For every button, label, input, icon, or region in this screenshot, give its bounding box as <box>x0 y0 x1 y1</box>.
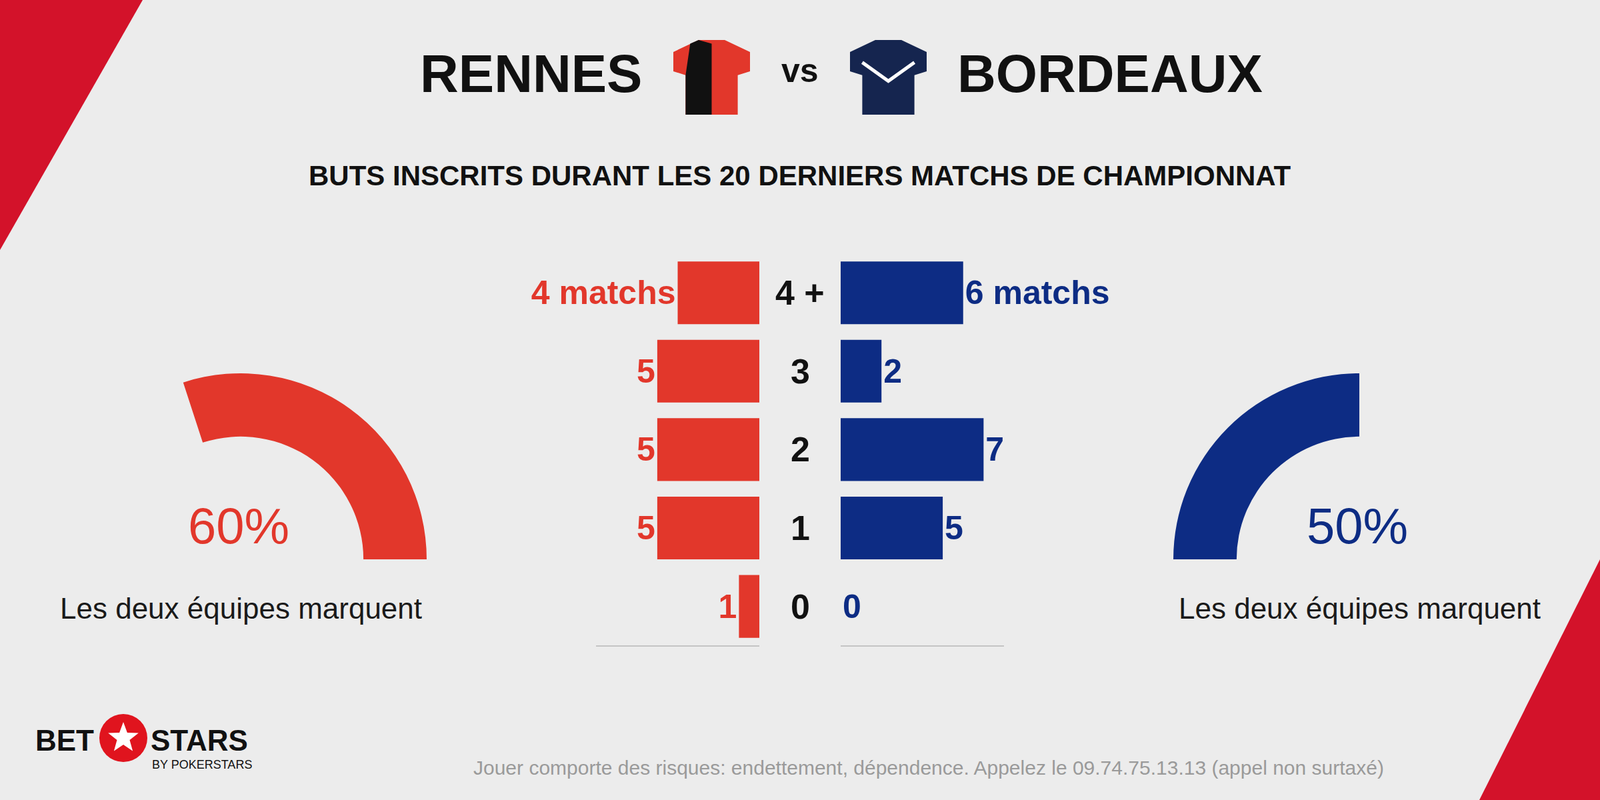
svg-text:BY POKERSTARS: BY POKERSTARS <box>152 758 252 772</box>
svg-text:5: 5 <box>636 430 656 468</box>
svg-text:Jouer comporte des risques: en: Jouer comporte des risques: endettement,… <box>473 756 1384 779</box>
svg-text:2: 2 <box>883 352 902 390</box>
svg-text:Les deux équipes marquent: Les deux équipes marquent <box>60 592 422 625</box>
svg-text:BUTS INSCRITS DURANT LES 20 DE: BUTS INSCRITS DURANT LES 20 DERNIERS MAT… <box>308 160 1292 192</box>
svg-text:5: 5 <box>944 509 964 547</box>
svg-text:BORDEAUX: BORDEAUX <box>957 44 1263 104</box>
svg-text:0: 0 <box>790 587 810 626</box>
svg-text:5: 5 <box>636 509 656 547</box>
svg-text:1: 1 <box>790 508 810 548</box>
svg-text:vs: vs <box>781 52 819 90</box>
svg-text:Les deux équipes marquent: Les deux équipes marquent <box>1178 592 1541 625</box>
svg-text:1: 1 <box>718 588 738 626</box>
svg-text:4 matchs: 4 matchs <box>531 274 676 312</box>
svg-text:RENNES: RENNES <box>420 44 642 104</box>
svg-text:0: 0 <box>842 588 862 626</box>
svg-text:3: 3 <box>790 352 810 391</box>
svg-text:7: 7 <box>985 430 1004 468</box>
svg-text:6 matchs: 6 matchs <box>965 274 1110 312</box>
svg-text:50%: 50% <box>1306 497 1408 554</box>
svg-text:60%: 60% <box>188 497 290 554</box>
svg-text:5: 5 <box>636 352 656 390</box>
svg-text:STARS: STARS <box>150 724 248 757</box>
svg-text:4 +: 4 + <box>775 273 825 312</box>
svg-text:BET: BET <box>35 724 94 757</box>
svg-text:2: 2 <box>790 430 810 469</box>
